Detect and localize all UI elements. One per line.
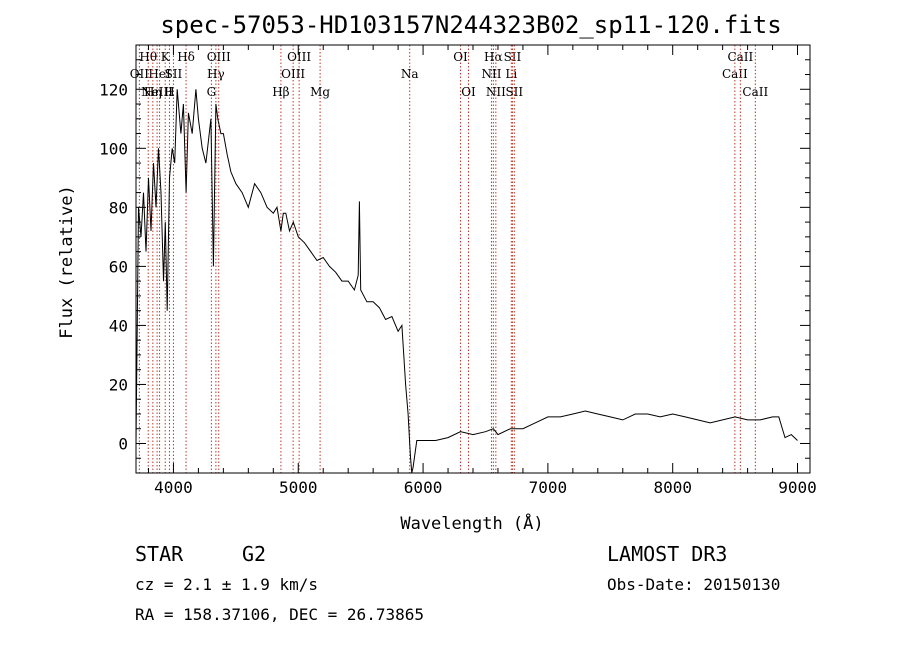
- x-tick-label: 8000: [653, 478, 692, 497]
- marker-label: SII: [505, 85, 523, 99]
- x-tick-label: 6000: [404, 478, 443, 497]
- marker-label: H: [164, 85, 174, 99]
- marker-label: Hδ: [177, 50, 195, 64]
- marker-label: CaII: [727, 50, 753, 64]
- object-subclass: G2: [242, 542, 266, 566]
- marker-label: Hα: [484, 50, 503, 64]
- y-tick-label: 60: [109, 257, 128, 276]
- line-markers: OIIHθHηNeIIIHeIKHSIIHδGHγOIIIHβOIIIOIIIM…: [130, 45, 768, 473]
- survey-name: LAMOST DR3: [607, 542, 727, 566]
- y-axis-label: Flux (relative): [57, 185, 77, 339]
- marker-label: OIII: [281, 67, 305, 81]
- marker-label: OIII: [287, 50, 311, 64]
- marker-label: Hγ: [207, 67, 225, 81]
- coordinates-info: RA = 158.37106, DEC = 26.73865: [135, 605, 424, 624]
- y-tick-label: 80: [109, 198, 128, 217]
- spectrum-line: [135, 89, 798, 474]
- x-tick-label: 9000: [778, 478, 817, 497]
- marker-label: OI: [453, 50, 468, 64]
- marker-label: NII: [486, 85, 506, 99]
- marker-label: CaII: [722, 67, 748, 81]
- marker-label: Na: [401, 67, 419, 81]
- y-tick-label: 100: [99, 139, 128, 158]
- chart-title: spec-57053-HD103157N244323B02_sp11-120.f…: [160, 11, 781, 39]
- plot-data: [135, 89, 798, 474]
- y-tick-label: 120: [99, 80, 128, 99]
- marker-label: OI: [461, 85, 476, 99]
- x-axis-label: Wavelength (Å): [400, 512, 543, 534]
- x-tick-label: 7000: [529, 478, 568, 497]
- marker-label: OII: [130, 67, 150, 81]
- marker-label: K: [161, 50, 171, 64]
- marker-label: SII: [504, 50, 522, 64]
- plot-frame: [135, 44, 811, 474]
- redshift-info: cz = 2.1 ± 1.9 km/s: [135, 575, 318, 594]
- marker-label: CaII: [742, 85, 768, 99]
- x-tick-label: 4000: [154, 478, 193, 497]
- marker-label: Hβ: [272, 85, 289, 99]
- axes: 4000 5000 6000 7000 8000 9000 0 20 40 60 80 100 120: [99, 45, 817, 497]
- x-tick-label: 5000: [279, 478, 318, 497]
- y-tick-label: 40: [109, 316, 128, 335]
- marker-label: G: [207, 85, 217, 99]
- marker-label: Hθ: [139, 50, 157, 64]
- marker-label: Mg: [310, 85, 330, 99]
- observation-date: Obs-Date: 20150130: [607, 575, 780, 594]
- marker-label: NII: [481, 67, 501, 81]
- y-tick-label: 0: [118, 434, 128, 453]
- y-tick-label: 20: [109, 375, 128, 394]
- object-class: STAR: [135, 542, 184, 566]
- marker-label: OIII: [207, 50, 231, 64]
- marker-label: SII: [165, 67, 183, 81]
- marker-label: Li: [505, 67, 517, 81]
